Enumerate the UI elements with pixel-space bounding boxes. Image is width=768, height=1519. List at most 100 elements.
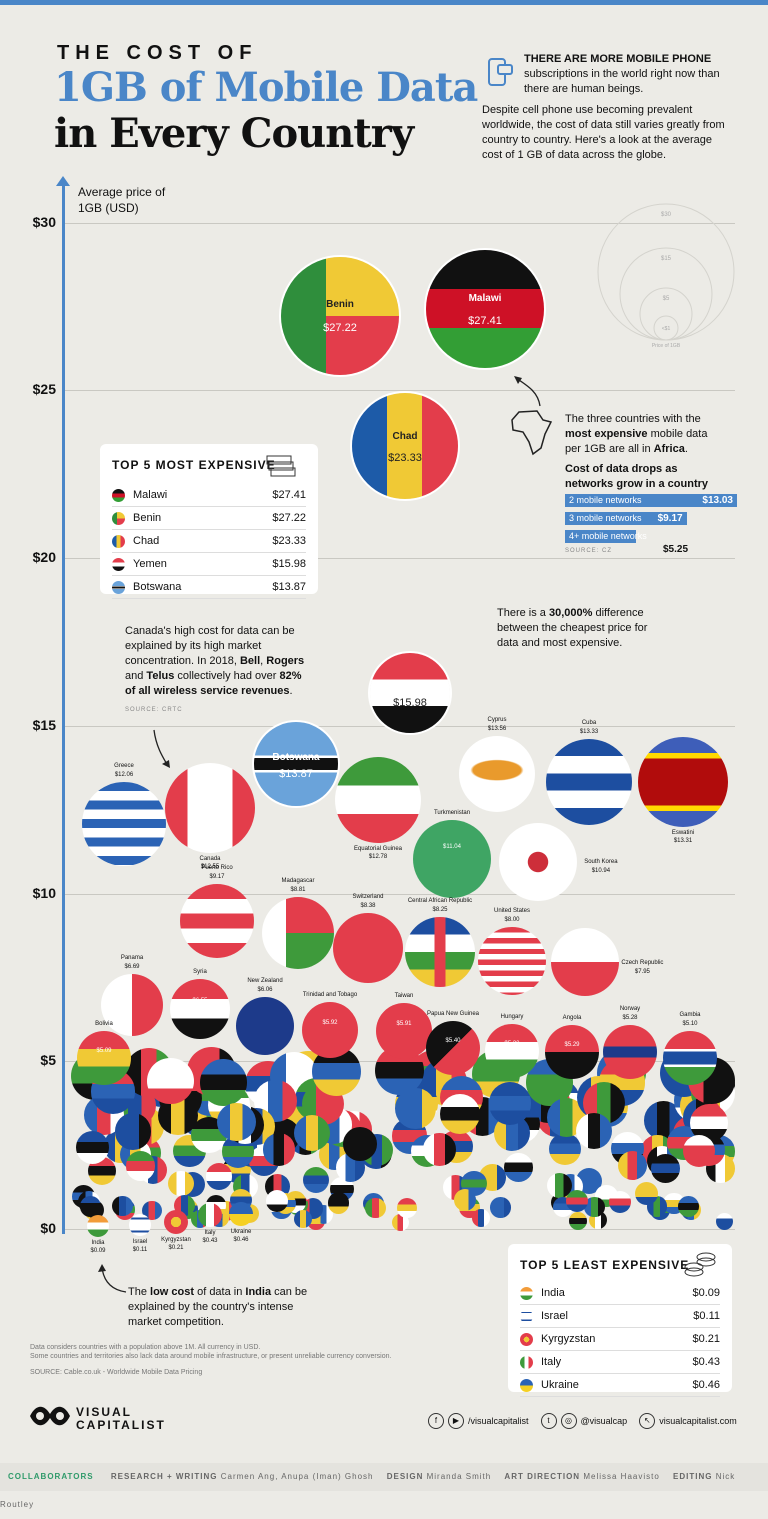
gridline bbox=[65, 893, 735, 895]
africa-icon bbox=[511, 410, 553, 456]
most-expensive-title: TOP 5 MOST EXPENSIVE bbox=[112, 458, 276, 472]
difference-bold: 30,000% bbox=[548, 607, 593, 619]
cursor-icon[interactable]: ↖ bbox=[639, 1413, 656, 1429]
network-bar-value: $13.03 bbox=[702, 495, 733, 506]
flag-bubble-cuba bbox=[546, 738, 632, 825]
country-name-label: Chad bbox=[392, 431, 418, 443]
country-flag-bubble bbox=[200, 1058, 247, 1106]
ranking-price: $0.21 bbox=[692, 1333, 720, 1345]
country-flag-bubble bbox=[147, 1057, 195, 1105]
credit-label: EDITING bbox=[673, 1472, 713, 1481]
country-price-label: $5.32 bbox=[504, 1040, 520, 1047]
ranking-country: Israel bbox=[541, 1310, 568, 1322]
flag-bubble-eswatini bbox=[638, 737, 728, 828]
country-flag-bubble bbox=[715, 1212, 734, 1231]
country-name-label: Israel bbox=[132, 1239, 148, 1246]
y-axis-arrow bbox=[56, 176, 70, 186]
country-price-label: $5.28 bbox=[622, 1014, 638, 1021]
chat-phone-icon bbox=[488, 58, 513, 86]
flag-bubble-taiwan bbox=[376, 1002, 432, 1059]
country-flag-bubble bbox=[575, 1113, 613, 1150]
country-flag-bubble bbox=[76, 1131, 110, 1165]
country-price-label: $5.09 bbox=[96, 1048, 112, 1055]
difference-note: There is a 30,000% difference between th… bbox=[497, 606, 667, 651]
youtube-icon[interactable]: ▶ bbox=[448, 1413, 464, 1429]
canada-bold: 82% of all wireless service revenues bbox=[125, 670, 302, 697]
network-bar: 2 mobile networks $13.03 bbox=[565, 494, 737, 507]
website-link[interactable]: visualcapitalist.com bbox=[659, 1416, 737, 1426]
country-name-label: Eswatini bbox=[671, 830, 695, 837]
ranking-row: Ukraine $0.46 bbox=[520, 1374, 720, 1397]
canada-bold: Bell bbox=[239, 655, 261, 667]
ranking-price: $27.41 bbox=[272, 489, 306, 501]
title-line-1: 1GB of Mobile Data bbox=[54, 64, 478, 111]
ranking-price: $15.98 bbox=[272, 558, 306, 570]
social-handle[interactable]: /visualcapitalist bbox=[468, 1416, 529, 1426]
size-legend-label: $5 bbox=[663, 296, 670, 302]
size-legend-label: <$1 bbox=[662, 326, 671, 332]
most-expensive-box: TOP 5 MOST EXPENSIVE Malawi $27.41 Benin $2… bbox=[100, 444, 318, 599]
ranking-country: Malawi bbox=[133, 489, 168, 501]
country-name-label: Cuba bbox=[581, 719, 597, 726]
country-name-label: Ukraine bbox=[230, 1228, 252, 1235]
canada-bold: Rogers bbox=[266, 655, 305, 667]
brand-line: CAPITALIST bbox=[76, 1418, 166, 1432]
country-flag-bubble bbox=[266, 1189, 288, 1212]
country-flag-bubble bbox=[489, 1082, 532, 1125]
flag-bubble-norway bbox=[603, 1024, 657, 1079]
country-name-label: Madagascar bbox=[281, 878, 315, 885]
country-price-label: $5.29 bbox=[564, 1041, 580, 1048]
country-name-label: India bbox=[91, 1239, 105, 1246]
ranking-price: $0.09 bbox=[692, 1287, 720, 1299]
country-price-label: $8.00 bbox=[504, 916, 520, 923]
flag-bubble-panama bbox=[101, 973, 163, 1036]
twitter-icon[interactable]: t bbox=[540, 1413, 557, 1429]
country-flag-bubble bbox=[396, 1197, 417, 1219]
collaborators-label: COLLABORATORS bbox=[8, 1472, 94, 1481]
country-flag-bubble bbox=[634, 1181, 659, 1206]
y-tick-label: $30 bbox=[32, 213, 56, 230]
ranking-country: Kyrgyzstan bbox=[541, 1333, 596, 1345]
country-name-label: Cyprus bbox=[487, 717, 507, 724]
africa-note-bold: Africa bbox=[653, 443, 685, 455]
intro-paragraph: Despite cell phone use becoming prevalen… bbox=[482, 104, 725, 161]
country-name-label: Equatorial Guinea bbox=[353, 846, 403, 853]
country-price-label: $12.06 bbox=[114, 772, 134, 779]
least-expensive-list: India $0.09 Israel $0.11 Kyrgyzstan $0.21 Ital… bbox=[520, 1282, 720, 1397]
least-expensive-title: TOP 5 LEAST EXPENSIVE bbox=[520, 1258, 690, 1272]
footnote-line: Some countries and territories also lack… bbox=[30, 1353, 392, 1360]
flag-bubble-botswana bbox=[254, 721, 338, 806]
network-bar-label: 2 mobile networks bbox=[569, 495, 642, 505]
ranking-row: Italy $0.43 bbox=[520, 1351, 720, 1374]
canada-source: SOURCE: CRTC bbox=[125, 707, 183, 713]
ranking-row: Botswana $13.87 bbox=[112, 576, 306, 599]
social-links: f ▶ /visualcapitalist t ◎ @visualcap ↖ v… bbox=[428, 1413, 737, 1429]
ranking-country: India bbox=[541, 1287, 565, 1299]
y-axis-line bbox=[62, 182, 65, 1234]
network-bar: 3 mobile networks $9.17 bbox=[565, 512, 687, 525]
country-name-label: Angola bbox=[562, 1014, 582, 1021]
country-flag-bubble bbox=[650, 1153, 680, 1183]
country-price-label: $6.06 bbox=[257, 986, 273, 993]
africa-note-bold: most expensive bbox=[565, 428, 648, 440]
canada-text: , bbox=[260, 655, 267, 667]
canada-text: and bbox=[125, 670, 147, 682]
social-handle[interactable]: @visualcap bbox=[580, 1416, 628, 1426]
country-name-label: Kyrgyzstan bbox=[161, 1236, 191, 1243]
money-stack-icon bbox=[266, 455, 296, 477]
instagram-icon[interactable]: ◎ bbox=[560, 1413, 577, 1429]
country-price-label: $8.25 bbox=[432, 907, 448, 914]
ranking-price: $13.87 bbox=[272, 581, 306, 593]
india-bold: India bbox=[245, 1286, 272, 1298]
ranking-price: $23.33 bbox=[272, 535, 306, 547]
country-flag-bubble bbox=[569, 1212, 587, 1230]
country-flag-bubble bbox=[548, 1132, 582, 1166]
canada-text: . bbox=[289, 685, 293, 697]
country-flag-bubble bbox=[617, 1151, 648, 1181]
country-flag-bubble bbox=[302, 1166, 330, 1193]
country-name-label: South Korea bbox=[584, 859, 618, 866]
facebook-icon[interactable]: f bbox=[428, 1413, 444, 1429]
india-bold: low cost bbox=[150, 1286, 195, 1298]
country-name-label: Hungary bbox=[500, 1013, 524, 1020]
country-price-label: $27.41 bbox=[468, 315, 502, 328]
